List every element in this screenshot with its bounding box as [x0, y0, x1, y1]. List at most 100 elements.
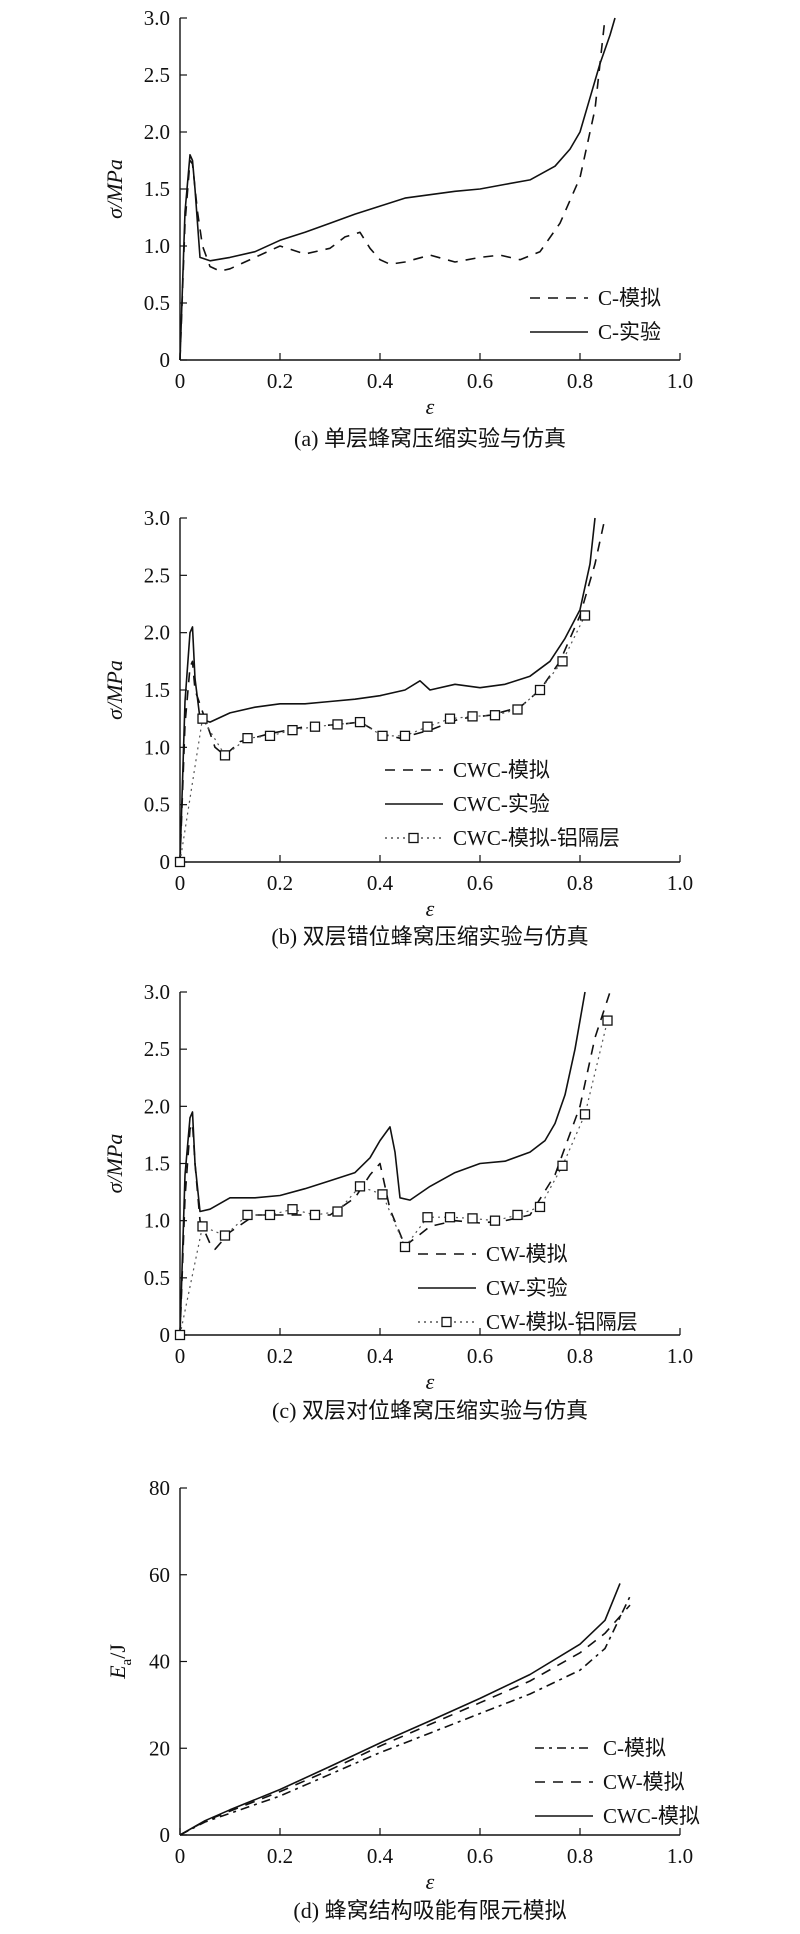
x-tick-label: 0 — [175, 1344, 186, 1368]
x-tick-label: 0.2 — [267, 1344, 293, 1368]
data-point-marker — [287, 1204, 298, 1215]
x-tick-label: 0.4 — [367, 1844, 394, 1868]
series-line-2 — [179, 517, 596, 863]
x-tick-label: 0.8 — [567, 1844, 593, 1868]
legend-label: C-模拟 — [598, 286, 661, 310]
x-tick-label: 0.8 — [567, 369, 593, 393]
x-tick-label: 1.0 — [667, 871, 693, 895]
data-point-marker — [197, 713, 208, 724]
data-point-marker — [444, 1212, 456, 1223]
series-line-1 — [179, 17, 606, 361]
series-line-3 — [179, 1583, 621, 1836]
y-tick-label: 2.0 — [144, 621, 170, 645]
legend-label: CWC-模拟 — [453, 758, 550, 782]
legend: CW-模拟 CW-实验 CW-模拟-铝隔层 — [418, 1242, 638, 1334]
x-axis-label: ε — [426, 1369, 435, 1394]
data-point-marker — [332, 1206, 343, 1217]
legend-label: CW-实验 — [486, 1276, 568, 1300]
legend-label: CWC-模拟 — [603, 1804, 700, 1828]
data-point-marker — [332, 719, 343, 730]
y-tick-label: 0.5 — [144, 291, 170, 315]
series-line-2 — [179, 991, 586, 1336]
x-tick-label: 0 — [175, 871, 186, 895]
legend-label: C-模拟 — [603, 1736, 666, 1760]
x-axis-label: ε — [426, 896, 435, 921]
x-tick-label: 0.4 — [367, 1344, 394, 1368]
data-point-marker — [174, 1329, 186, 1341]
data-point-marker — [557, 1160, 568, 1171]
y-tick-label: 1.0 — [144, 1209, 170, 1233]
y-tick-label: 0 — [160, 348, 171, 372]
legend-label: CWC-实验 — [453, 792, 550, 816]
y-axis-label: σ/MPa — [102, 1134, 127, 1194]
data-point-marker — [534, 1201, 546, 1213]
data-point-marker — [309, 721, 321, 732]
y-tick-label: 0.5 — [144, 793, 170, 817]
legend-label: CW-模拟 — [603, 1770, 685, 1794]
x-tick-label: 1.0 — [667, 1344, 693, 1368]
y-tick-label: 1.5 — [144, 1152, 170, 1176]
y-tick-label: 20 — [149, 1736, 170, 1760]
data-point-marker — [579, 1109, 591, 1120]
data-point-marker — [534, 684, 546, 696]
y-axis-label-unit: /J — [105, 1644, 130, 1659]
y-tick-label: 3.0 — [144, 506, 170, 530]
x-axis-label: ε — [426, 394, 435, 419]
x-tick-label: 0.8 — [567, 871, 593, 895]
data-point-marker — [399, 1241, 411, 1253]
chart-panel-c: 0 0.5 1.0 1.5 2.0 2.5 3.0 0 0.2 0.4 0.6 0.8 1.0 ε σ/MP… — [102, 980, 693, 1423]
series-line-2 — [179, 1604, 631, 1836]
panel-caption: (d) 蜂窝结构吸能有限元模拟 — [293, 1898, 566, 1923]
y-axis-label-sub: a — [119, 1658, 135, 1665]
x-tick-label: 0.6 — [467, 1344, 493, 1368]
y-axis-label: σ/MPa — [102, 660, 127, 720]
y-axis-label: σ/MPa — [102, 159, 127, 219]
x-tick-label: 0.6 — [467, 369, 493, 393]
series-line-1 — [179, 517, 606, 863]
data-point-marker — [174, 856, 186, 868]
x-tick-label: 0.2 — [267, 369, 293, 393]
x-tick-label: 0.2 — [267, 871, 293, 895]
data-point-marker — [287, 724, 298, 736]
data-point-marker — [489, 710, 501, 721]
data-point-marker — [399, 730, 411, 742]
data-point-marker — [377, 730, 388, 742]
data-point-marker — [602, 1015, 613, 1026]
data-point-marker — [422, 1212, 433, 1223]
data-point-marker — [512, 1209, 523, 1221]
data-point-marker — [197, 1221, 208, 1232]
chart-panel-a: 0 0.5 1.0 1.5 2.0 2.5 3.0 0 0.2 0.4 0.6 0.8 1.0 ε σ/MP… — [102, 6, 693, 451]
y-tick-label: 2.5 — [144, 1037, 170, 1061]
y-tick-label: 80 — [149, 1476, 170, 1500]
x-tick-label: 0.6 — [467, 871, 493, 895]
data-point-marker — [354, 716, 366, 728]
data-point-marker — [579, 610, 591, 621]
y-tick-label: 1.0 — [144, 735, 170, 759]
x-tick-label: 0 — [175, 1844, 186, 1868]
data-point-marker — [219, 1230, 231, 1241]
chart-panel-b: 0 0.5 1.0 1.5 2.0 2.5 3.0 0 0.2 0.4 0.6 0.8 1.0 ε σ/MP… — [102, 506, 693, 949]
x-tick-label: 0.4 — [367, 871, 394, 895]
y-tick-label: 1.5 — [144, 678, 170, 702]
data-point-marker — [557, 656, 568, 667]
legend-label: CW-模拟 — [486, 1242, 568, 1266]
x-tick-label: 1.0 — [667, 1844, 693, 1868]
y-tick-label: 0 — [160, 1823, 171, 1847]
y-tick-label: 3.0 — [144, 980, 170, 1004]
y-tick-label: 40 — [149, 1650, 170, 1674]
legend-label: CW-模拟-铝隔层 — [486, 1310, 638, 1334]
y-tick-label: 1.5 — [144, 177, 170, 201]
y-tick-label: 0 — [160, 850, 171, 874]
panel-caption: (a) 单层蜂窝压缩实验与仿真 — [294, 426, 566, 451]
legend: CWC-模拟 CWC-实验 CWC-模拟-铝隔层 — [385, 758, 620, 850]
legend-marker — [441, 1316, 452, 1328]
legend: C-模拟 CW-模拟 CWC-模拟 — [535, 1736, 700, 1828]
x-axis-label: ε — [426, 1869, 435, 1894]
y-tick-label: 2.5 — [144, 63, 170, 87]
legend: C-模拟 C-实验 — [530, 286, 661, 344]
data-point-marker — [489, 1215, 501, 1226]
legend-label: CWC-模拟-铝隔层 — [453, 826, 620, 850]
data-point-marker — [242, 1209, 253, 1221]
